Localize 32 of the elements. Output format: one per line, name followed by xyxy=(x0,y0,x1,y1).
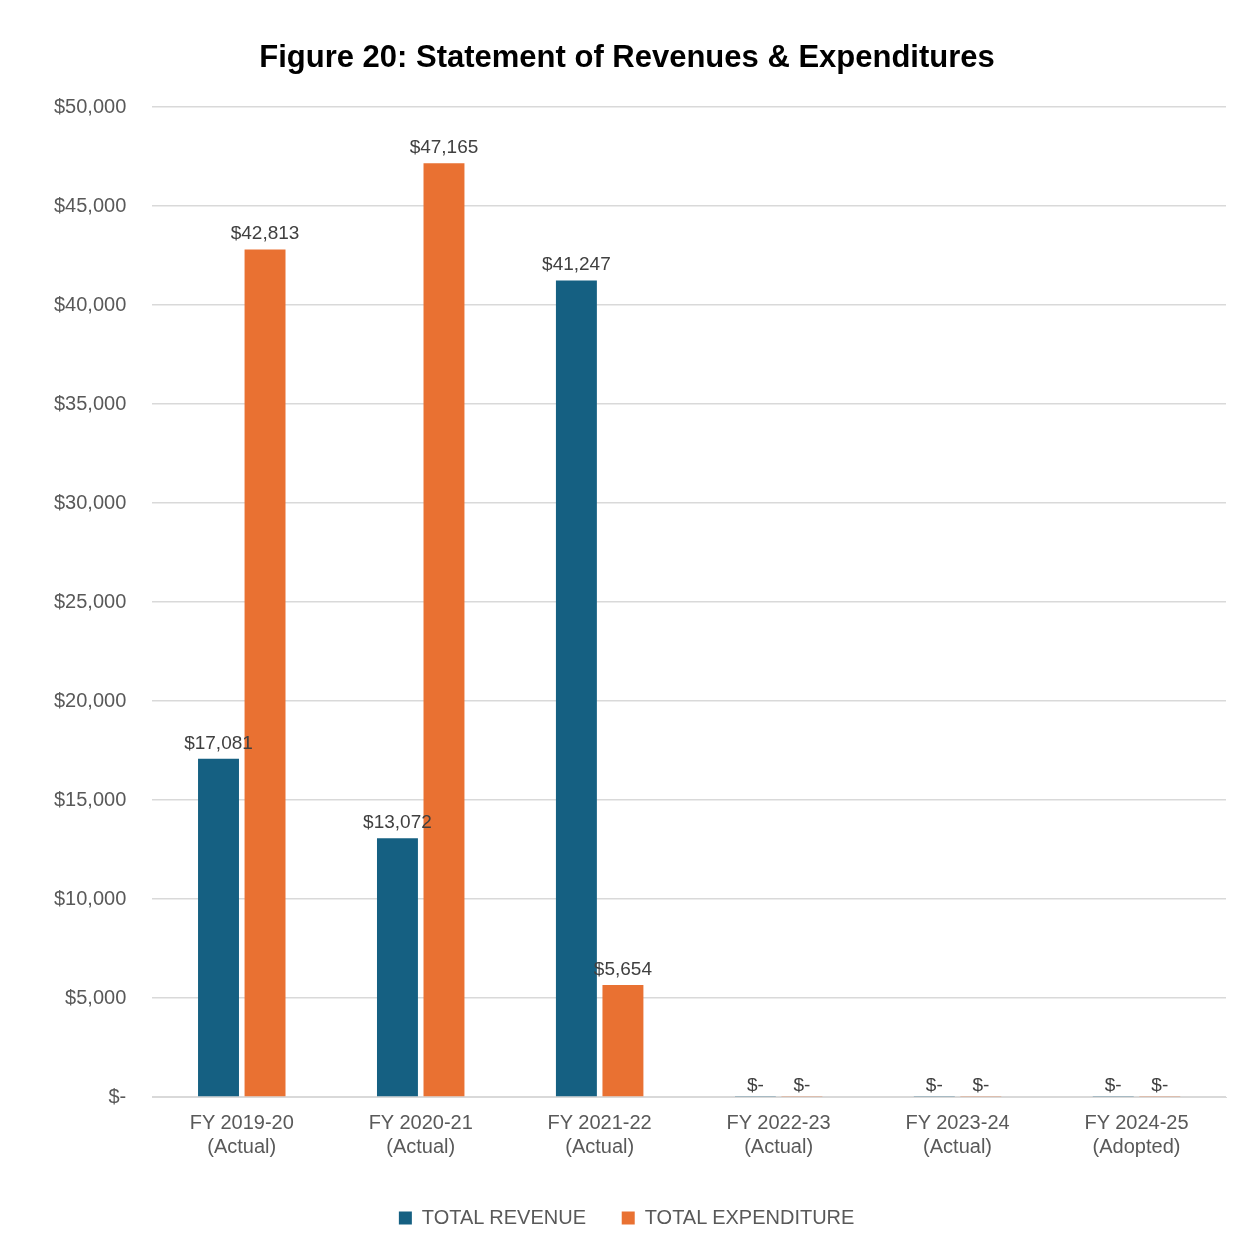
x-tick-label: FY 2022-23 (Actual) xyxy=(726,1110,831,1157)
data-label: $- xyxy=(1151,1073,1169,1095)
y-tick-label: $10,000 xyxy=(54,886,127,909)
x-tick-label: FY 2023-24 (Actual) xyxy=(905,1110,1010,1157)
y-tick-label: $40,000 xyxy=(54,292,127,315)
y-tick-label: $50,000 xyxy=(54,94,127,117)
chart-title: Figure 20: Statement of Revenues & Expenditures xyxy=(259,39,995,75)
data-label: $41,247 xyxy=(542,253,611,275)
y-tick-label: $30,000 xyxy=(54,490,127,513)
data-label: $42,813 xyxy=(230,222,300,244)
y-tick-label: $- xyxy=(108,1084,127,1107)
data-label: $47,165 xyxy=(409,136,479,158)
x-tick-label: FY 2021-22 (Actual) xyxy=(547,1110,652,1157)
data-label: $- xyxy=(925,1073,943,1095)
x-tick-label: FY 2020-21 (Actual) xyxy=(368,1110,473,1157)
data-label: $- xyxy=(793,1073,811,1095)
data-label: $- xyxy=(972,1073,990,1095)
y-tick-label: $20,000 xyxy=(54,688,127,711)
y-tick-label: $45,000 xyxy=(54,193,127,216)
data-label: $- xyxy=(1104,1073,1122,1095)
bar xyxy=(602,985,644,1097)
legend-label: TOTAL REVENUE xyxy=(421,1205,586,1228)
y-tick-label: $5,000 xyxy=(65,985,127,1008)
y-tick-label: $15,000 xyxy=(54,787,127,810)
y-tick-label: $35,000 xyxy=(54,391,127,414)
x-tick-label: FY 2024-25 (Adopted) xyxy=(1084,1110,1189,1157)
bar xyxy=(376,838,418,1097)
bar xyxy=(198,758,239,1097)
x-tick-label: FY 2019-20 (Actual) xyxy=(189,1110,294,1157)
legend-label: TOTAL EXPENDITURE xyxy=(644,1205,855,1228)
data-label: $- xyxy=(746,1073,764,1095)
y-tick-label: $25,000 xyxy=(54,589,127,612)
